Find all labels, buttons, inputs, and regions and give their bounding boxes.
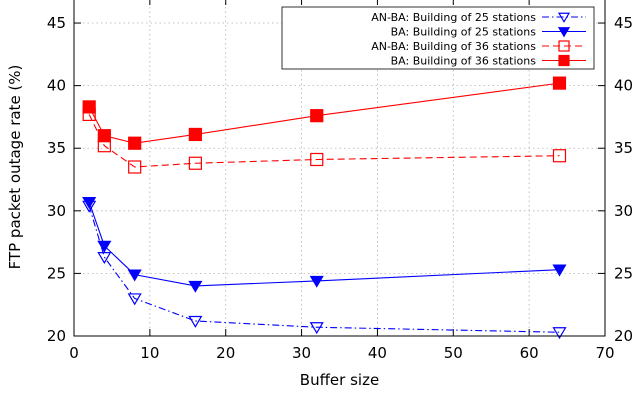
y-tick-label-right: 45 xyxy=(614,14,633,32)
data-point xyxy=(127,269,142,282)
series xyxy=(82,76,567,340)
y-tick-label: 40 xyxy=(47,77,66,95)
legend-marker xyxy=(558,54,570,67)
data-point xyxy=(127,293,142,306)
data-point xyxy=(188,315,203,328)
data-point xyxy=(97,129,111,143)
y-tick-label-right: 25 xyxy=(614,264,633,282)
x-tick-label: 30 xyxy=(292,344,311,362)
data-point xyxy=(188,127,202,142)
legend-entry: AN-BA: Building of 25 stations xyxy=(371,11,586,24)
legend-label: BA: Building of 36 stations xyxy=(391,55,537,68)
data-point xyxy=(309,275,324,288)
y-tick-label-right: 40 xyxy=(614,77,633,95)
legend-entry: AN-BA: Building of 36 stations xyxy=(371,40,586,53)
series-4 xyxy=(82,76,567,150)
legend-label: AN-BA: Building of 36 stations xyxy=(371,40,536,53)
data-point xyxy=(188,280,203,293)
series-line xyxy=(88,201,560,287)
legend-marker xyxy=(557,12,571,23)
legend: AN-BA: Building of 25 stations BA: Buildi… xyxy=(281,6,595,70)
data-point xyxy=(310,109,324,123)
x-tick-label: 50 xyxy=(444,344,463,362)
series-line xyxy=(88,205,560,333)
x-tick-label: 20 xyxy=(216,344,235,362)
x-tick-label: 60 xyxy=(520,344,539,362)
data-point xyxy=(552,264,567,277)
series-2 xyxy=(82,196,567,293)
series-line xyxy=(88,114,560,168)
series-line xyxy=(88,82,560,144)
data-point xyxy=(82,196,97,209)
x-tick-label: 70 xyxy=(595,344,614,362)
data-point xyxy=(309,322,324,335)
y-tick-label-right: 35 xyxy=(614,139,633,157)
y-tick-label-right: 30 xyxy=(614,202,633,220)
plot-frame xyxy=(73,0,606,337)
y-tick-label: 35 xyxy=(47,139,66,157)
legend-label: AN-BA: Building of 25 stations xyxy=(371,11,536,24)
y-tick-label: 30 xyxy=(47,202,66,220)
data-point xyxy=(552,76,567,90)
data-point xyxy=(552,149,567,163)
x-tick-label: 40 xyxy=(368,344,387,362)
legend-box xyxy=(281,6,595,70)
data-point xyxy=(310,152,324,167)
data-point xyxy=(552,327,567,340)
data-point xyxy=(82,100,96,114)
data-point xyxy=(97,240,112,253)
legend-marker xyxy=(557,27,571,38)
series-1 xyxy=(82,200,567,340)
y-tick-label: 25 xyxy=(47,264,66,282)
legend-entry: BA: Building of 36 stations xyxy=(391,55,586,68)
data-point xyxy=(188,156,202,170)
data-point xyxy=(128,160,142,174)
legend-label: BA: Building of 25 stations xyxy=(391,26,537,39)
legend-marker xyxy=(558,40,570,52)
y-tick-label-right: 20 xyxy=(614,327,633,345)
x-axis-label: Buffer size xyxy=(300,371,379,389)
x-tick-label: 0 xyxy=(69,344,79,362)
x-tick-label: 10 xyxy=(140,344,159,362)
y-axis-label: FTP packet outage rate (%) xyxy=(6,65,24,270)
y-tick-label: 20 xyxy=(47,327,66,345)
data-point xyxy=(128,136,142,150)
y-tick-label: 45 xyxy=(47,14,66,32)
legend-entry: BA: Building of 25 stations xyxy=(391,26,586,39)
